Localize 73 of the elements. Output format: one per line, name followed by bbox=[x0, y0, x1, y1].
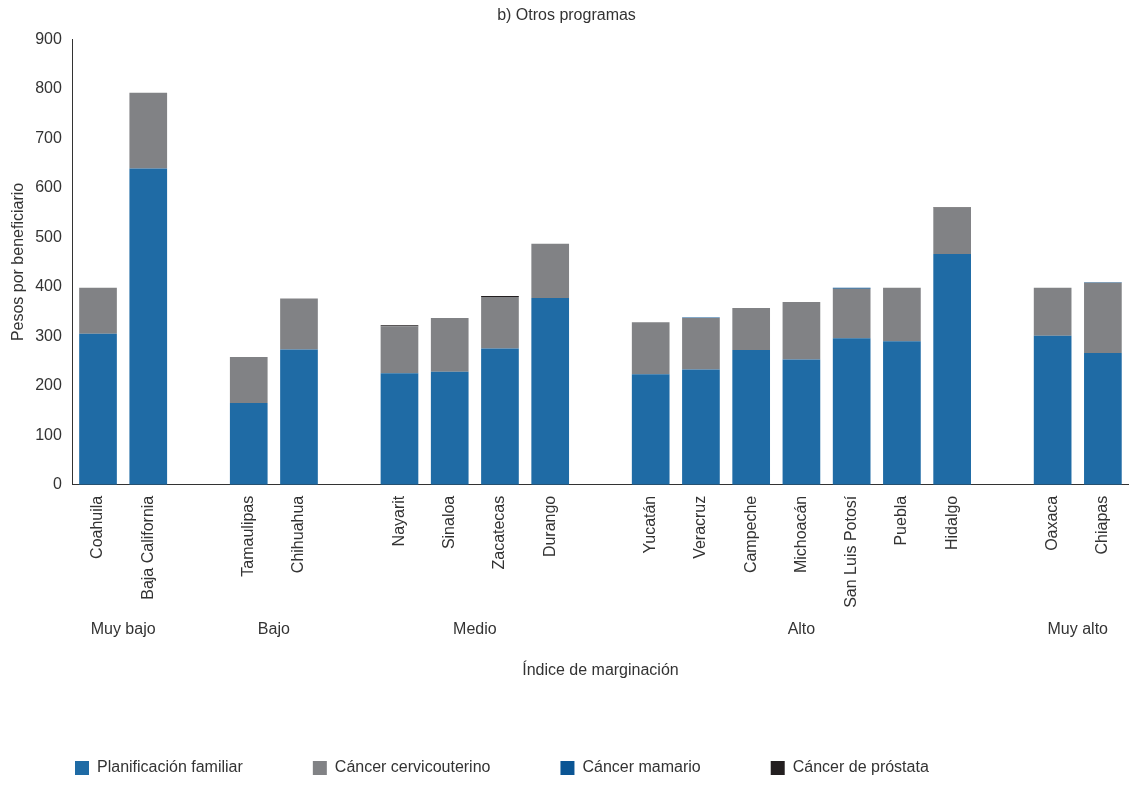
x-tick-label: Yucatán bbox=[641, 495, 659, 554]
bar bbox=[129, 92, 168, 169]
x-tick-label: Durango bbox=[540, 495, 558, 558]
bar bbox=[782, 302, 821, 360]
x-tick-label: Oaxaca bbox=[1043, 495, 1061, 551]
x-tick-label: Puebla bbox=[892, 495, 910, 546]
x-tick-label: Campeche bbox=[741, 495, 759, 574]
x-tick-label: San Luis Potosí bbox=[842, 495, 860, 608]
bar bbox=[129, 168, 168, 485]
x-tick-label: Hidalgo bbox=[942, 495, 960, 550]
bar bbox=[933, 254, 971, 485]
bar bbox=[1033, 335, 1072, 485]
bar bbox=[229, 357, 268, 404]
bar bbox=[933, 207, 971, 255]
y-tick-label: 0 bbox=[52, 475, 62, 493]
legend-label: Cáncer de próstata bbox=[792, 758, 929, 776]
y-axis-title: Pesos por beneficiario bbox=[9, 182, 27, 342]
y-tick-label: 300 bbox=[35, 326, 62, 344]
legend-label: Planificación familiar bbox=[97, 758, 244, 776]
x-tick-label: Michoacán bbox=[791, 495, 809, 574]
bar bbox=[1084, 282, 1122, 354]
bar bbox=[1084, 353, 1122, 485]
bar bbox=[280, 298, 318, 350]
y-tick-label: 600 bbox=[35, 178, 62, 196]
legend-label: Cáncer cervicouterino bbox=[334, 758, 491, 776]
bar bbox=[883, 341, 921, 485]
y-tick-label: 500 bbox=[35, 227, 62, 245]
y-tick-label: 800 bbox=[35, 79, 62, 97]
x-tick-label: Veracruz bbox=[691, 495, 709, 559]
bar bbox=[380, 373, 419, 485]
y-tick-label: 200 bbox=[35, 376, 62, 394]
y-tick-label: 700 bbox=[35, 128, 62, 146]
bar bbox=[832, 288, 871, 339]
text: Bajo bbox=[257, 620, 290, 638]
y-tick-label: 100 bbox=[35, 425, 62, 443]
x-axis-title: Índice de marginación bbox=[522, 659, 679, 678]
bar bbox=[430, 317, 469, 372]
bar bbox=[631, 322, 670, 375]
y-tick-label: 400 bbox=[35, 277, 62, 295]
bar bbox=[782, 359, 821, 485]
x-tick-label: Coahuila bbox=[88, 495, 106, 559]
bar bbox=[1033, 287, 1072, 336]
bar bbox=[229, 403, 268, 485]
bar bbox=[732, 308, 771, 351]
bar bbox=[430, 371, 469, 485]
bar bbox=[79, 333, 117, 485]
bar bbox=[481, 297, 519, 349]
x-tick-label: Tamaulipas bbox=[239, 495, 257, 577]
text: Medio bbox=[453, 620, 497, 638]
x-tick-label: Nayarit bbox=[389, 495, 407, 547]
bar bbox=[682, 317, 720, 370]
bar bbox=[280, 349, 318, 485]
bar bbox=[79, 287, 117, 334]
bar bbox=[883, 287, 921, 342]
x-tick-label: Baja California bbox=[138, 495, 156, 600]
chart-title: b) Otros programas bbox=[497, 6, 636, 24]
bar bbox=[531, 298, 570, 485]
x-tick-label: Sinaloa bbox=[440, 495, 458, 550]
legend-label: Cáncer mamario bbox=[582, 758, 701, 776]
bar bbox=[631, 374, 670, 485]
x-tick-label: Chihuahua bbox=[289, 495, 307, 574]
bar bbox=[682, 369, 720, 485]
bar bbox=[832, 338, 871, 485]
bar bbox=[481, 348, 519, 485]
x-tick-label: Chiapas bbox=[1093, 495, 1111, 555]
bar bbox=[531, 243, 570, 299]
y-tick-label: 900 bbox=[35, 29, 62, 47]
text: Alto bbox=[787, 620, 816, 638]
text: Muy alto bbox=[1047, 620, 1109, 638]
x-tick-label: Zacatecas bbox=[490, 495, 508, 570]
text: Muy bajo bbox=[90, 620, 156, 638]
bar bbox=[732, 350, 771, 485]
bar bbox=[380, 326, 419, 374]
